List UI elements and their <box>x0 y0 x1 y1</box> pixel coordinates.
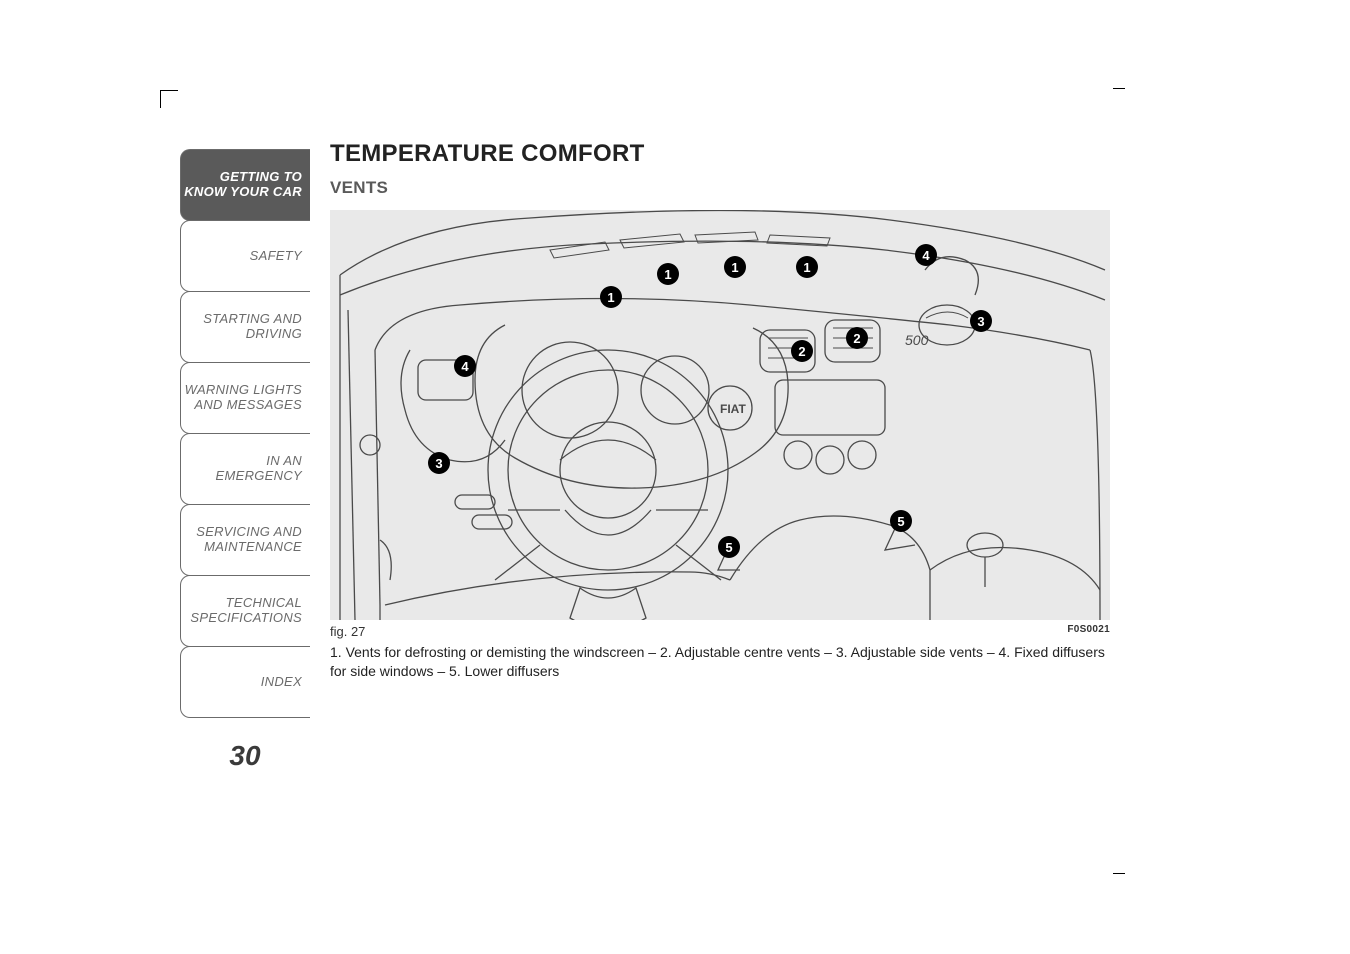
tab-line1: GETTING TO <box>220 170 302 185</box>
tab-line1: SERVICING AND <box>196 525 302 540</box>
tab-line2: IN AN EMERGENCY <box>181 454 302 484</box>
callout-badge-3: 3 <box>970 310 992 332</box>
tab-line1: WARNING LIGHTS <box>185 383 302 398</box>
figure-dashboard-vents: 500 FIAT <box>330 210 1110 620</box>
callout-badge-2: 2 <box>846 327 868 349</box>
tab-line2: AND MESSAGES <box>194 398 302 413</box>
tab-line1: TECHNICAL <box>226 596 302 611</box>
figure-code: F0S0021 <box>1067 624 1110 639</box>
dashboard-svg: 500 FIAT <box>330 210 1110 620</box>
tab-line1: STARTING AND <box>203 312 302 327</box>
page-title: TEMPERATURE COMFORT <box>330 140 1150 168</box>
tab-starting-driving[interactable]: STARTING AND DRIVING <box>180 291 310 363</box>
tab-line2: DRIVING <box>246 327 302 342</box>
tab-line2: MAINTENANCE <box>204 540 302 555</box>
crop-mark-tr <box>1113 88 1125 100</box>
callout-badge-3: 3 <box>428 452 450 474</box>
crop-mark-br <box>1113 862 1125 874</box>
manual-page: GETTING TO KNOW YOUR CAR SAFETY STARTING… <box>200 140 1150 840</box>
figure-legend: 1. Vents for defrosting or demisting the… <box>330 643 1110 681</box>
callout-badge-4: 4 <box>454 355 476 377</box>
svg-text:FIAT: FIAT <box>720 402 746 416</box>
svg-text:500: 500 <box>905 332 929 348</box>
crop-mark-tl <box>160 90 178 108</box>
callout-badge-4: 4 <box>915 244 937 266</box>
callout-badge-1: 1 <box>600 286 622 308</box>
tab-line2: INDEX <box>261 675 302 690</box>
tab-safety[interactable]: SAFETY <box>180 220 310 292</box>
callout-badge-5: 5 <box>890 510 912 532</box>
page-number: 30 <box>180 740 310 772</box>
callout-badge-1: 1 <box>724 256 746 278</box>
tab-getting-to-know[interactable]: GETTING TO KNOW YOUR CAR <box>180 149 310 221</box>
dashboard-lineart: 500 FIAT <box>330 210 1110 620</box>
figure-caption-row: fig. 27 F0S0021 <box>330 624 1110 639</box>
sidebar-tabs: GETTING TO KNOW YOUR CAR SAFETY STARTING… <box>180 150 310 718</box>
tab-servicing[interactable]: SERVICING AND MAINTENANCE <box>180 504 310 576</box>
callout-badge-1: 1 <box>657 263 679 285</box>
figure-number: fig. 27 <box>330 624 365 639</box>
callout-badge-1: 1 <box>796 256 818 278</box>
content-area: TEMPERATURE COMFORT VENTS <box>330 140 1150 681</box>
tab-index[interactable]: INDEX <box>180 646 310 718</box>
page-subtitle: VENTS <box>330 178 1150 198</box>
tab-warning-lights[interactable]: WARNING LIGHTS AND MESSAGES <box>180 362 310 434</box>
tab-line2: KNOW YOUR CAR <box>184 185 302 200</box>
callout-badge-5: 5 <box>718 536 740 558</box>
tab-emergency[interactable]: IN AN EMERGENCY <box>180 433 310 505</box>
callout-badge-2: 2 <box>791 340 813 362</box>
tab-line2: SAFETY <box>250 249 302 264</box>
tab-technical[interactable]: TECHNICAL SPECIFICATIONS <box>180 575 310 647</box>
tab-line2: SPECIFICATIONS <box>190 611 302 626</box>
